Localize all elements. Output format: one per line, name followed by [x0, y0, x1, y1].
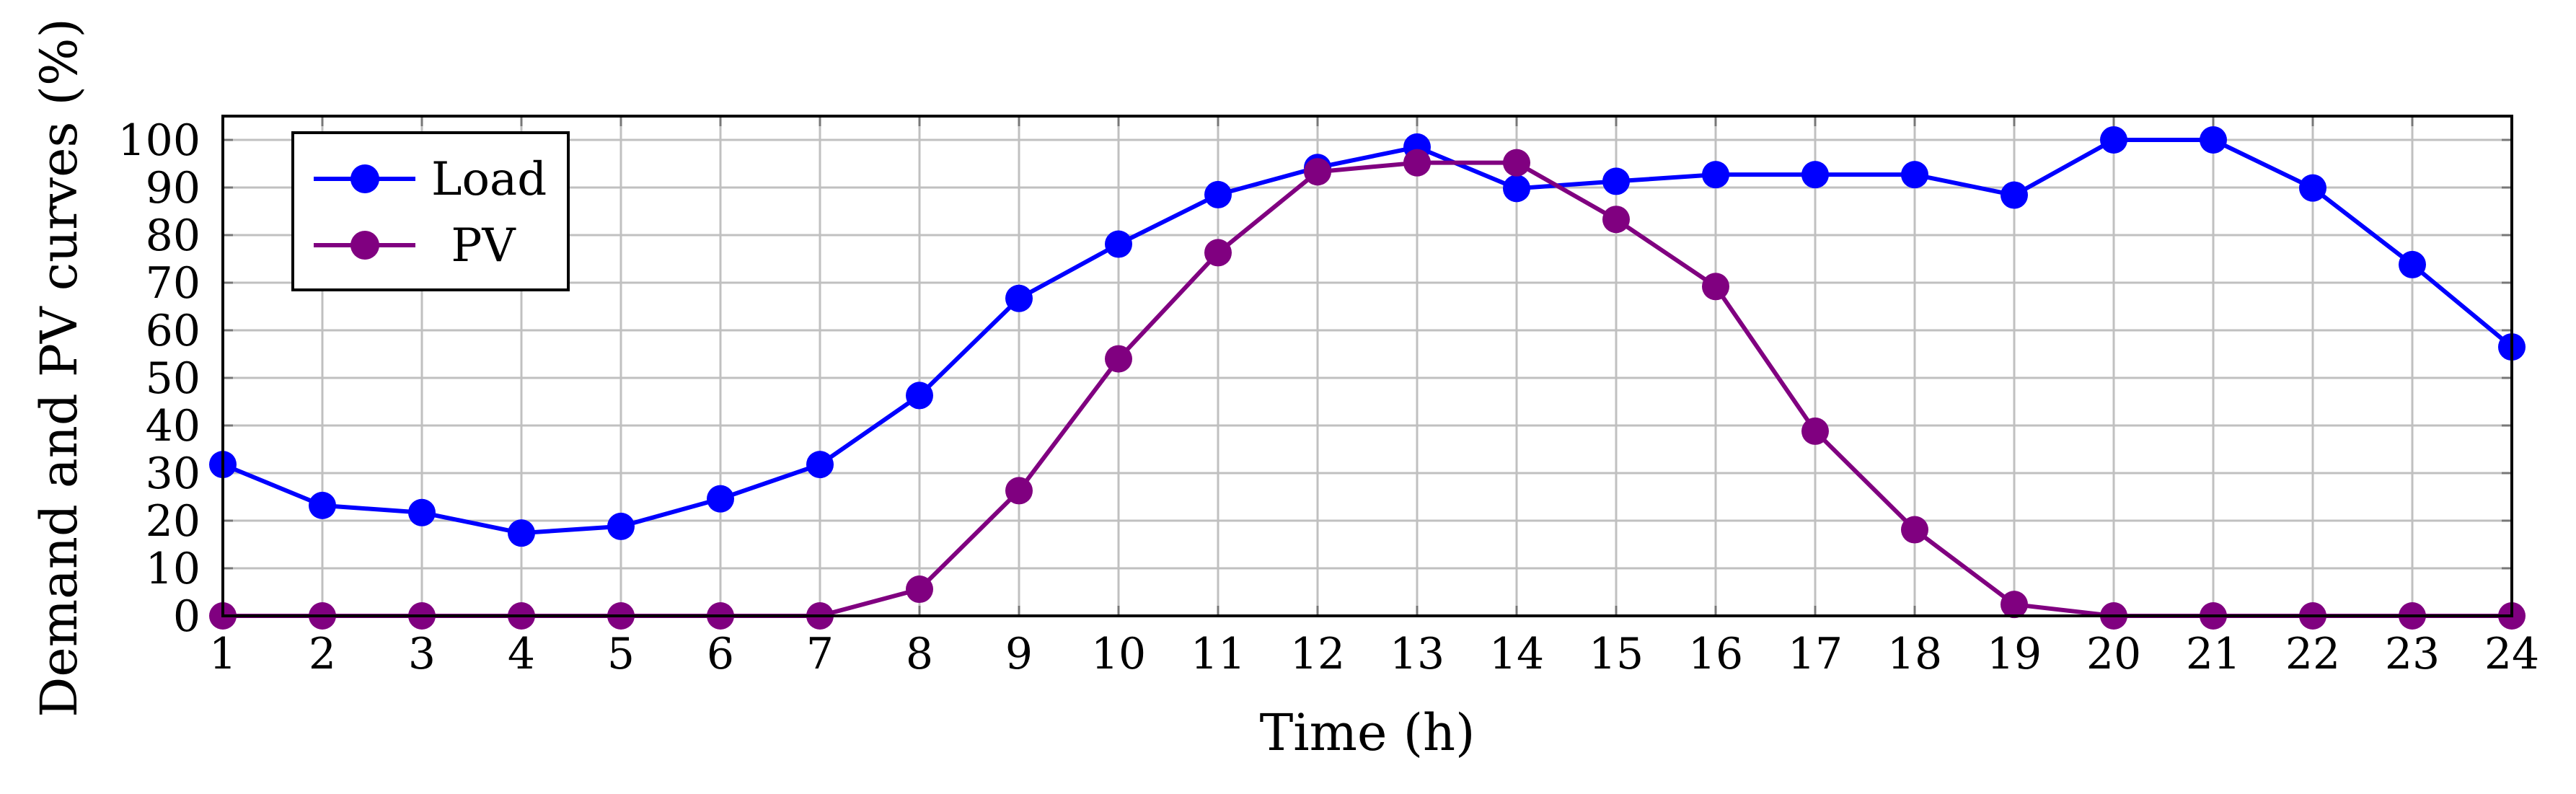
data-point-marker	[1304, 158, 1331, 186]
series-line	[221, 138, 2513, 536]
data-point-marker	[2001, 591, 2028, 619]
x-tick-label: 19	[1987, 629, 2042, 679]
data-point-marker	[1005, 284, 1033, 312]
x-tick-label: 1	[209, 629, 237, 679]
data-point-marker	[707, 485, 734, 513]
x-tick-label: 21	[2186, 629, 2241, 679]
legend-pv-marker-icon	[350, 231, 379, 260]
data-point-marker	[1105, 345, 1132, 373]
y-tick-label: 20	[146, 496, 200, 547]
data-point-marker	[1602, 206, 1630, 234]
data-point-marker	[1105, 230, 1132, 258]
x-tick-label: 9	[1005, 629, 1033, 679]
y-tick-label: 0	[173, 591, 200, 642]
x-axis-title: Time (h)	[1260, 703, 1476, 762]
series-load	[209, 126, 2526, 547]
y-axis-title: Demand and PV curves (%)	[30, 18, 89, 718]
data-point-marker	[1204, 180, 1232, 208]
data-point-marker	[1702, 161, 1729, 189]
x-tick-label: 16	[1688, 629, 1743, 679]
data-point-marker	[1503, 149, 1530, 177]
data-point-marker	[906, 381, 933, 410]
x-axis-ticks: 1 2 3 4 5 6 7 8 9 10 11 12 13 14 15 16 17 18 19 20 21 22 23 24	[209, 629, 2539, 679]
y-tick-label: 100	[118, 115, 200, 166]
x-tick-label: 13	[1390, 629, 1444, 679]
data-point-marker	[2200, 126, 2227, 154]
x-tick-label: 4	[508, 629, 535, 679]
data-point-marker	[2399, 250, 2426, 278]
data-point-marker	[806, 451, 834, 479]
legend: Load PV	[291, 131, 570, 291]
data-point-marker	[309, 491, 336, 519]
y-tick-label: 10	[146, 544, 200, 594]
legend-box	[291, 131, 570, 291]
data-point-marker	[906, 575, 933, 604]
plot-frame	[221, 115, 2513, 617]
data-point-marker	[2100, 126, 2127, 154]
data-point-marker	[1602, 167, 1630, 195]
x-tick-label: 15	[1589, 629, 1644, 679]
x-tick-label: 3	[408, 629, 436, 679]
x-tick-label: 12	[1290, 629, 1345, 679]
x-tick-label: 14	[1489, 629, 1544, 679]
x-tick-label: 11	[1191, 629, 1245, 679]
data-point-marker	[1801, 161, 1829, 189]
x-tick-label: 22	[2285, 629, 2340, 679]
x-tick-label: 18	[1887, 629, 1942, 679]
legend-load-marker-icon	[350, 164, 379, 193]
y-tick-label: 90	[146, 163, 200, 213]
x-tick-label: 17	[1788, 629, 1843, 679]
legend-item-pv: PV	[314, 219, 516, 273]
x-tick-label: 7	[806, 629, 834, 679]
data-point-marker	[1403, 149, 1431, 177]
x-tick-label: 24	[2484, 629, 2539, 679]
y-tick-label: 30	[146, 449, 200, 499]
data-point-marker	[1204, 239, 1232, 267]
x-tick-label: 8	[906, 629, 933, 679]
data-point-marker	[1005, 477, 1033, 505]
legend-item-load: Load	[314, 153, 547, 206]
x-tick-label: 6	[707, 629, 734, 679]
data-point-marker	[1801, 417, 1829, 445]
y-tick-label: 80	[146, 211, 200, 261]
y-tick-label: 70	[146, 258, 200, 309]
x-tick-label: 2	[309, 629, 336, 679]
legend-label-load: Load	[431, 153, 547, 206]
data-point-marker	[1901, 516, 1928, 544]
y-tick-label: 50	[146, 353, 200, 404]
data-point-marker	[1503, 175, 1530, 203]
data-point-marker	[508, 519, 535, 547]
data-point-marker	[607, 512, 635, 540]
x-tick-label: 10	[1091, 629, 1146, 679]
data-point-marker	[1901, 161, 1928, 189]
data-point-marker	[2299, 174, 2326, 202]
legend-label-pv: PV	[451, 219, 516, 273]
y-tick-label: 40	[146, 401, 200, 451]
x-tick-label: 20	[2086, 629, 2141, 679]
y-tick-label: 60	[146, 306, 200, 356]
data-point-marker	[1702, 273, 1729, 301]
x-tick-label: 23	[2385, 629, 2440, 679]
data-point-marker	[408, 498, 436, 526]
x-tick-label: 5	[607, 629, 635, 679]
data-point-marker	[2001, 181, 2028, 209]
